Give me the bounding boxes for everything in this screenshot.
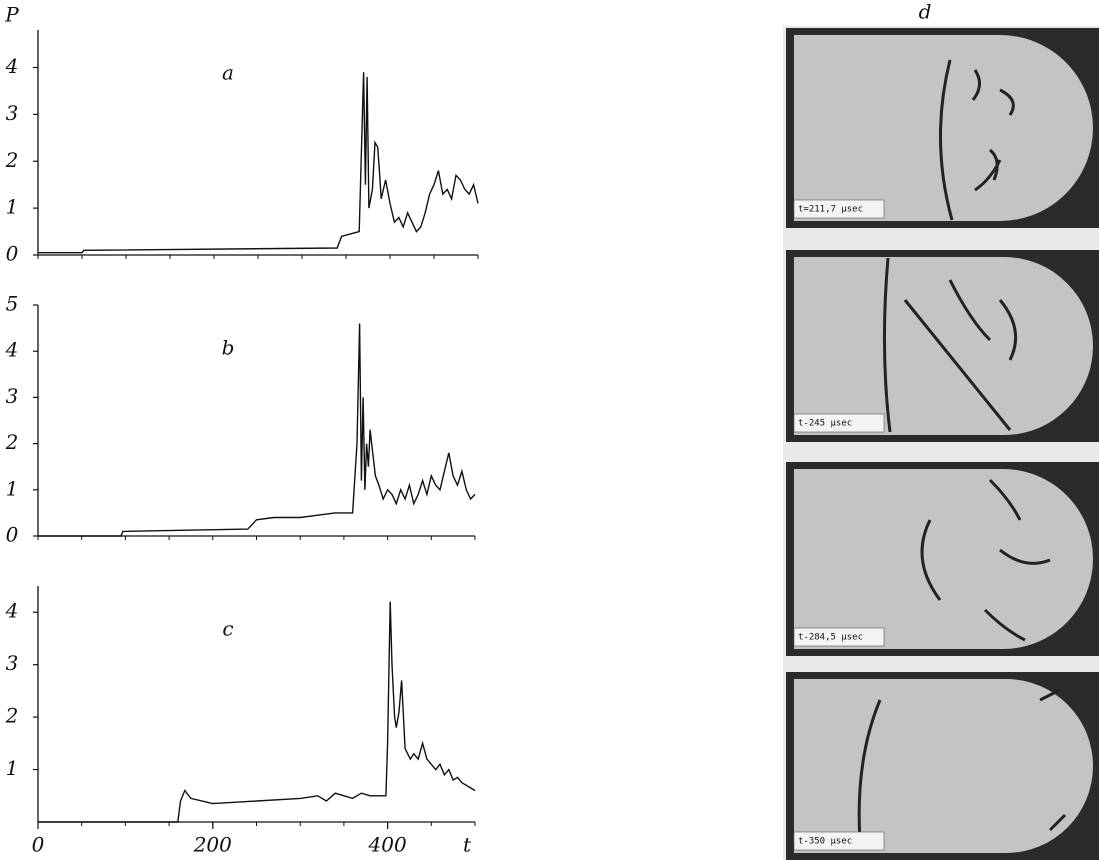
photo-image — [794, 469, 1093, 649]
y-tick-label: 2 — [5, 430, 19, 454]
panel-label: d — [919, 0, 932, 24]
panel-label: a — [222, 61, 234, 85]
y-tick-label: 5 — [6, 292, 19, 316]
y-tick-label: 1 — [6, 476, 19, 500]
photo-image — [794, 679, 1093, 853]
panel-label: b — [222, 336, 235, 360]
photo-panel: d t=211,7 μsec t-245 μsec t-284,5 μsec t-35… — [783, 0, 1099, 860]
photo-image — [794, 35, 1093, 221]
y-tick-label: 4 — [5, 54, 19, 78]
y-axis-label: P — [4, 3, 19, 27]
data-line — [38, 72, 478, 253]
photo-label: t=211,7 μsec — [798, 205, 863, 215]
y-tick-label: 4 — [5, 338, 19, 362]
y-tick-label: 0 — [6, 242, 19, 266]
y-tick-label: 3 — [6, 651, 19, 675]
y-tick-label: 2 — [5, 704, 19, 728]
figure: d t=211,7 μsec t-245 μsec t-284,5 μsec t-35… — [0, 0, 1099, 860]
x-tick-label: 200 — [193, 833, 232, 857]
y-tick-label: 4 — [5, 599, 19, 623]
photo-label: t-350 μsec — [798, 837, 852, 847]
photo-label: t-245 μsec — [798, 419, 852, 429]
photo-label: t-284,5 μsec — [798, 633, 863, 643]
x-axis-label: t — [463, 833, 472, 857]
x-tick-label: 400 — [368, 833, 407, 857]
data-line — [38, 324, 475, 537]
y-tick-label: 3 — [6, 101, 19, 125]
data-line — [38, 602, 475, 822]
y-tick-label: 2 — [5, 148, 19, 172]
x-tick-label: 0 — [32, 833, 45, 857]
y-tick-label: 3 — [6, 384, 19, 408]
panel-label: c — [222, 617, 233, 641]
y-tick-label: 0 — [6, 523, 19, 547]
y-tick-label: 1 — [6, 195, 19, 219]
y-tick-label: 1 — [6, 756, 19, 780]
